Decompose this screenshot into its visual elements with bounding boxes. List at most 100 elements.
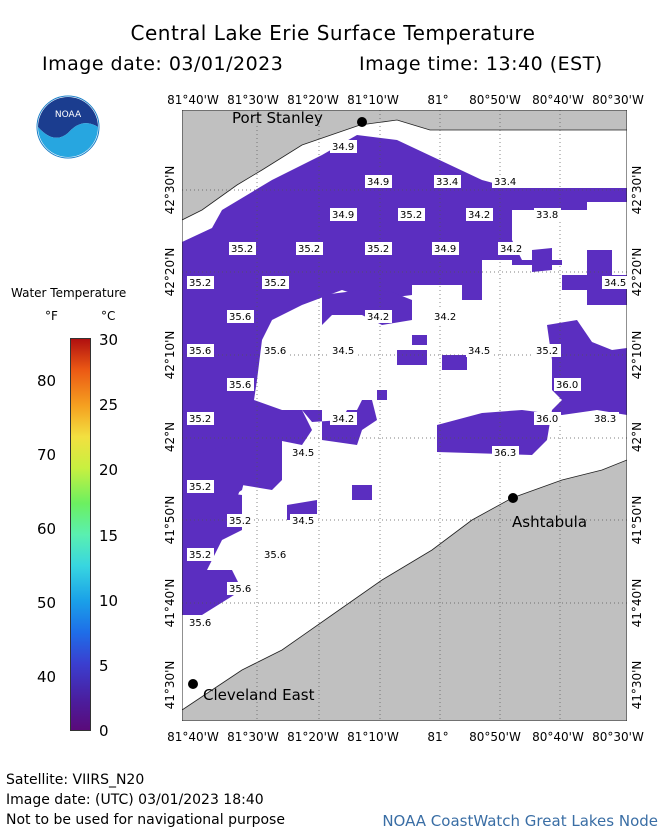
temperature-label: 35.2 bbox=[400, 210, 422, 221]
c-tick: 25 bbox=[99, 396, 119, 414]
temperature-label-box bbox=[365, 310, 392, 323]
cleveland-east-marker bbox=[188, 679, 198, 689]
temperature-label-box bbox=[187, 480, 214, 493]
temperature-label-box bbox=[466, 208, 493, 221]
longitude-label: 81°20'W bbox=[287, 730, 339, 744]
longitude-label: 81°40'W bbox=[167, 93, 219, 107]
temperature-label-box bbox=[262, 276, 289, 289]
latitude-label: 41°30'N bbox=[163, 660, 177, 710]
latitude-label: 41°50'N bbox=[163, 495, 177, 545]
latitude-label: 41°40'N bbox=[163, 578, 177, 628]
temperature-label-box bbox=[290, 446, 317, 459]
image-time: Image time: 13:40 (EST) bbox=[359, 53, 603, 75]
temperature-label-box bbox=[227, 310, 254, 323]
latitude-label: 41°30'N bbox=[630, 660, 644, 710]
longitude-label: 80°30'W bbox=[592, 93, 644, 107]
legend-unit-f: °F bbox=[45, 309, 58, 323]
latitude-label: 42°10'N bbox=[630, 330, 644, 380]
temperature-label-box bbox=[592, 412, 619, 425]
label-port-stanley: Port Stanley bbox=[232, 109, 323, 127]
longitude-label: 81°20'W bbox=[287, 93, 339, 107]
temperature-label: 34.5 bbox=[468, 346, 490, 357]
temperature-label: 35.2 bbox=[229, 516, 251, 527]
longitude-label: 81° bbox=[427, 730, 449, 744]
temperature-label: 34.9 bbox=[332, 210, 354, 221]
temperature-label: 35.2 bbox=[189, 414, 211, 425]
temperature-label: 33.4 bbox=[436, 177, 458, 188]
longitude-label: 81° bbox=[427, 93, 449, 107]
color-scale-bar bbox=[70, 338, 91, 731]
longitude-label: 81°30'W bbox=[227, 93, 279, 107]
temperature-label: 35.6 bbox=[229, 380, 251, 391]
temperature-label-box bbox=[227, 582, 254, 595]
c-tick: 20 bbox=[99, 461, 119, 479]
longitude-label: 80°30'W bbox=[592, 730, 644, 744]
land-areas bbox=[182, 110, 627, 721]
image-date: Image date: 03/01/2023 bbox=[42, 53, 284, 75]
temperature-label-box bbox=[534, 344, 561, 357]
temperature-label-box bbox=[229, 242, 256, 255]
longitude-label: 81°10'W bbox=[347, 730, 399, 744]
temperature-label-box bbox=[534, 412, 561, 425]
satellite-text: Satellite: VIIRS_N20 bbox=[6, 772, 145, 788]
latitude-label: 42°10'N bbox=[163, 330, 177, 380]
utc-date-text: Image date: (UTC) 03/01/2023 18:40 bbox=[6, 792, 264, 808]
temperature-label: 34.9 bbox=[367, 177, 389, 188]
temperature-label: 34.5 bbox=[604, 278, 626, 289]
temperature-label-box bbox=[365, 242, 392, 255]
temperature-label: 35.6 bbox=[229, 312, 251, 323]
temperature-label-box bbox=[296, 242, 323, 255]
temperature-label-box bbox=[187, 548, 214, 561]
temperature-label-box bbox=[534, 208, 561, 221]
temperature-label: 36.0 bbox=[536, 414, 558, 425]
temperature-label-box bbox=[498, 242, 525, 255]
temperature-label: 35.6 bbox=[189, 618, 211, 629]
temperature-label-box bbox=[262, 344, 289, 357]
temperature-label: 36.0 bbox=[556, 380, 578, 391]
temperature-label: 35.6 bbox=[264, 346, 286, 357]
temperature-label-box bbox=[434, 175, 461, 188]
longitude-label: 80°50'W bbox=[469, 730, 521, 744]
temperature-label-box bbox=[365, 175, 392, 188]
temperature-label: 34.2 bbox=[500, 244, 522, 255]
c-tick: 0 bbox=[99, 722, 109, 740]
latitude-label: 41°40'N bbox=[630, 578, 644, 628]
temperature-label: 35.6 bbox=[229, 584, 251, 595]
lake-map: 34.9 34.9 33.4 33.4 34.9 35.2 34.2 33.8 35.2 35.2… bbox=[182, 110, 627, 721]
temperature-label: 35.2 bbox=[264, 278, 286, 289]
temperature-label-box bbox=[290, 514, 317, 527]
temperature-label: 33.4 bbox=[494, 177, 516, 188]
temperature-label-box bbox=[330, 208, 357, 221]
longitude-label: 80°50'W bbox=[469, 93, 521, 107]
ashtabula-marker bbox=[508, 493, 518, 503]
temperature-label-box bbox=[602, 276, 627, 289]
temperature-label-box bbox=[330, 140, 357, 153]
c-tick: 10 bbox=[99, 592, 119, 610]
longitude-label: 81°40'W bbox=[167, 730, 219, 744]
longitude-label: 81°10'W bbox=[347, 93, 399, 107]
temperature-label-box bbox=[330, 412, 357, 425]
legend-unit-c: °C bbox=[101, 309, 116, 323]
noaa-logo-text: NOAA bbox=[55, 110, 82, 120]
label-cleveland-east: Cleveland East bbox=[203, 686, 315, 704]
f-tick: 60 bbox=[37, 520, 57, 538]
temperature-label-box bbox=[187, 344, 214, 357]
temperature-label: 35.2 bbox=[298, 244, 320, 255]
f-tick: 80 bbox=[37, 372, 57, 390]
temperature-label-box bbox=[432, 242, 459, 255]
latitude-label: 42°30'N bbox=[630, 165, 644, 215]
temperature-label: 38.3 bbox=[594, 414, 616, 425]
temperature-label-box bbox=[262, 548, 289, 561]
longitude-label: 80°40'W bbox=[532, 93, 584, 107]
latitude-label: 42°30'N bbox=[163, 165, 177, 215]
c-tick: 5 bbox=[99, 657, 109, 675]
latitude-label: 42°20'N bbox=[630, 247, 644, 297]
temperature-label: 35.2 bbox=[189, 482, 211, 493]
latitude-label: 42°N bbox=[630, 421, 644, 453]
temperature-label-box bbox=[187, 616, 214, 629]
latitude-label: 41°50'N bbox=[630, 495, 644, 545]
temperature-label-box bbox=[492, 175, 519, 188]
temperature-label-box bbox=[227, 378, 254, 391]
temperature-label: 35.2 bbox=[367, 244, 389, 255]
temperature-label: 33.8 bbox=[536, 210, 558, 221]
